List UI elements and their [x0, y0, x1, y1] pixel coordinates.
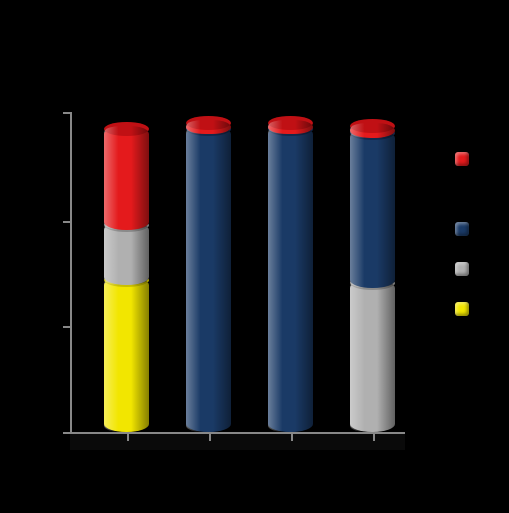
x-tick [373, 434, 375, 441]
bar-segment-shade [375, 280, 395, 432]
legend-swatch-gray [455, 262, 469, 276]
y-tick [63, 112, 70, 114]
bar-segment-navy [186, 126, 231, 432]
bar-column [186, 128, 231, 432]
y-axis [70, 112, 72, 432]
bar-segment-top [186, 116, 231, 130]
bar-column [350, 131, 395, 432]
bar-segment-red [268, 120, 313, 134]
bar-segment-top [350, 119, 395, 133]
x-tick [291, 434, 293, 441]
y-tick [63, 221, 70, 223]
bar-segment-shade [375, 130, 395, 288]
bar-segment-shade [293, 126, 313, 432]
chart-floor [70, 432, 405, 450]
bar-segment-navy [350, 130, 395, 288]
bar-segment-gray [104, 222, 149, 284]
legend-swatch-navy [455, 222, 469, 236]
bar-segment-red [350, 123, 395, 137]
x-tick [127, 434, 129, 441]
x-tick [209, 434, 211, 441]
legend-swatch-red [455, 152, 469, 166]
bar-segment-shade [211, 126, 231, 432]
legend-swatch-yellow [455, 302, 469, 316]
bar-segment-yellow [104, 277, 149, 432]
bar-segment-red [186, 120, 231, 134]
bar-segment-shade [129, 126, 149, 230]
y-tick [63, 432, 70, 434]
bar-column [104, 134, 149, 432]
stacked-cylinder-chart [0, 0, 509, 513]
bar-segment-top [268, 116, 313, 130]
x-axis [70, 432, 405, 434]
bar-segment-shade [129, 277, 149, 432]
y-tick [63, 326, 70, 328]
bar-segment-top [104, 122, 149, 136]
bar-segment-gray [350, 280, 395, 432]
bar-segment-red [104, 126, 149, 230]
bar-segment-navy [268, 126, 313, 432]
bar-column [268, 128, 313, 432]
